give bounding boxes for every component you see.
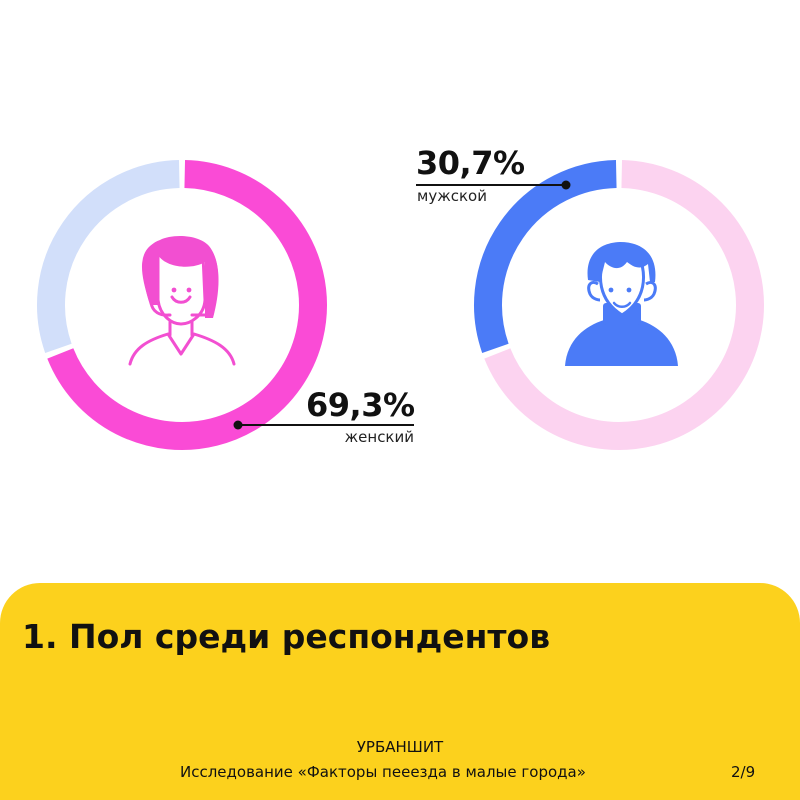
brand-name: УРБАНШИТ (356, 738, 444, 756)
man-icon (565, 242, 678, 366)
female-percent-label: 69,3% (306, 386, 415, 424)
slice-rest-male (484, 160, 764, 450)
donut-male (474, 160, 764, 450)
page-number: 2/9 (731, 763, 756, 781)
slice-female (47, 160, 327, 450)
male-percent-label: 30,7% (416, 144, 525, 182)
slice-rest-female (37, 160, 180, 353)
male-caption: мужской (417, 187, 487, 205)
footer-panel: 1. Пол среди респондентов УРБАНШИТ Иссле… (0, 583, 800, 800)
slice-male (474, 160, 617, 353)
section-title: 1. Пол среди респондентов (22, 617, 551, 656)
donut-female (37, 160, 327, 450)
woman-hair-fill (143, 236, 219, 318)
study-subtitle: Исследование «Факторы пееезда в малые го… (180, 763, 586, 781)
leader-dot-male (561, 180, 571, 190)
leader-dot-female (233, 420, 243, 430)
female-caption: женский (344, 428, 414, 446)
